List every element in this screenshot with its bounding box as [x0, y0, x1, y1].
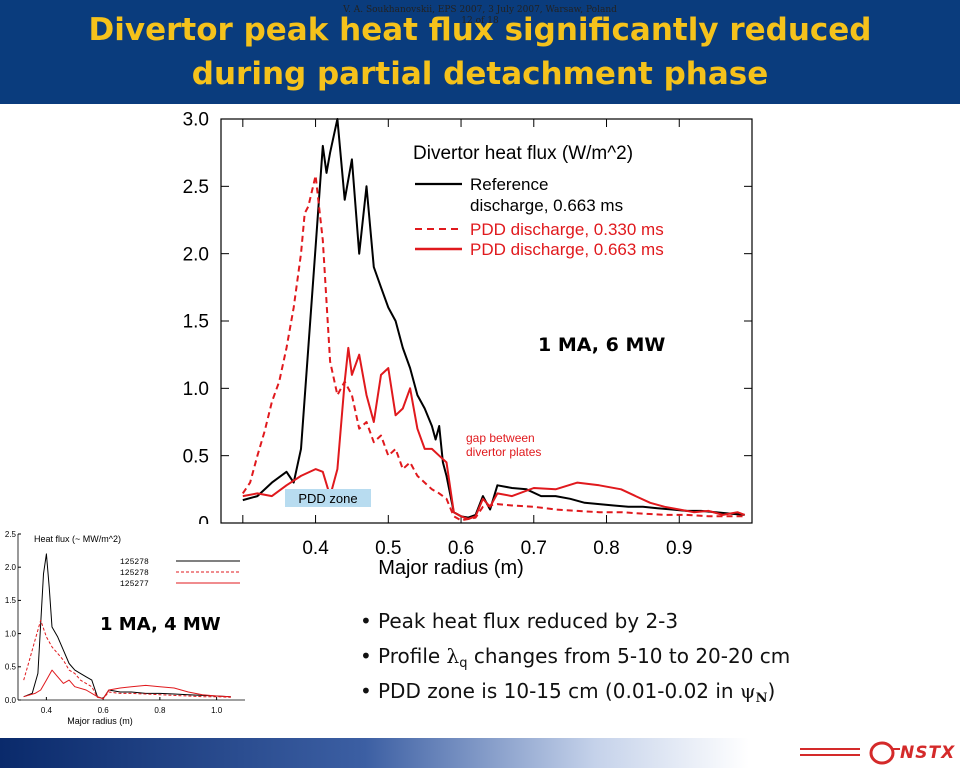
slide-title: Divertor peak heat flux significantly re… — [0, 8, 960, 96]
x-tick-label: 0.9 — [666, 538, 692, 559]
y-tick-label: 1.0 — [183, 379, 209, 400]
pdd-zone-box — [285, 489, 371, 507]
bullet-item: • PDD zone is 10-15 cm (0.01-0.02 in ψN) — [360, 679, 776, 706]
inset-condition-label: 1 MA, 4 MW — [100, 614, 221, 635]
logo-torus-icon — [869, 741, 895, 765]
x-tick-label: 0.4 — [302, 538, 329, 559]
chart-title: Divertor heat flux (W/m^2) — [413, 143, 633, 164]
condition-label: 1 MA, 6 MW — [538, 334, 665, 356]
x-tick-label: 1.0 — [211, 706, 223, 715]
bullet-text-pre: Profile — [378, 644, 447, 668]
legend-label-pdd-0663: PDD discharge, 0.663 ms — [470, 240, 664, 259]
inset-legend-entry: 125277 — [120, 580, 149, 589]
inset-chart-title: Heat flux (~ MW/m^2) — [34, 534, 121, 544]
lambda-subscript: q — [459, 656, 468, 671]
y-tick-label: 1.5 — [183, 312, 209, 333]
y-tick-label: 0.5 — [5, 663, 17, 672]
title-bar — [0, 0, 960, 104]
series-line-1 — [242, 118, 745, 519]
y-tick-label: 1.0 — [5, 629, 17, 638]
bullet-text-pre: PDD zone is 10-15 cm (0.01-0.02 in — [378, 679, 740, 703]
psi-symbol: ψ — [739, 679, 756, 703]
inset-panel — [0, 524, 258, 734]
inset-series-group — [23, 553, 231, 700]
bullet-text: Peak heat flux reduced by 2-3 — [378, 609, 679, 633]
bullet-text-post: ) — [767, 679, 776, 703]
y-tick-label: 2.0 — [5, 563, 17, 572]
inset-x-axis-ticks: 0.4 0.6 0.8 1.0 — [41, 697, 223, 715]
inset-legend-entry: 125278 — [120, 558, 149, 567]
x-tick-label: 0.4 — [41, 706, 53, 715]
nstx-logo — [800, 741, 900, 765]
footer-citation: V. A. Soukhanovskii, EPS 2007, 3 July 20… — [343, 5, 617, 15]
gap-annotation-line2: divertor plates — [466, 445, 541, 459]
lambda-symbol: λ — [446, 644, 460, 668]
bullet-item: • Profile λq changes from 5-10 to 20-20 c… — [360, 644, 791, 671]
x-tick-label: 0.6 — [98, 706, 110, 715]
x-tick-label: 0.7 — [521, 538, 547, 559]
bullet-text-post: changes from 5-10 to 20-20 cm — [467, 644, 791, 668]
gap-annotation-line1: gap between — [466, 431, 535, 445]
bullet-item: • Peak heat flux reduced by 2-3 — [360, 609, 679, 633]
slide-title-line1: Divertor peak heat flux significantly re… — [88, 12, 872, 48]
series-group — [241, 118, 746, 522]
y-tick-label: 2.5 — [5, 530, 17, 539]
slide-title-line2: during partial detachment phase — [191, 56, 769, 92]
x-axis-ticks: 0.30.40.50.60.70.80.9 — [230, 119, 692, 559]
y-tick-label: 2.0 — [183, 244, 209, 265]
main-heat-flux-chart: 00.51.01.52.02.53.0 0.30.40.50.60.70.80.… — [183, 110, 753, 579]
legend-label-reference-line2: discharge, 0.663 ms — [470, 196, 623, 215]
series-line-2 — [241, 174, 745, 522]
pdd-zone-label: PDD zone — [298, 491, 357, 506]
footer-page-number: 12 of 18 — [461, 16, 499, 26]
inset-heat-flux-chart: 0.0 0.5 1.0 1.5 2.0 2.5 0.4 0.6 0.8 1.0 Major ra… — [0, 524, 258, 734]
series-line-1 — [23, 553, 231, 700]
inset-x-axis-label: Major radius (m) — [67, 716, 133, 726]
inset-y-axis-ticks: 0.0 0.5 1.0 1.5 2.0 2.5 — [5, 530, 21, 705]
legend-label-reference-line1: Reference — [470, 175, 548, 194]
y-tick-label: 1.5 — [5, 596, 17, 605]
logo-text: NSTX — [900, 743, 956, 763]
legend-label-pdd-0330: PDD discharge, 0.330 ms — [470, 220, 664, 239]
inset-legend: 125278 125278 125277 — [120, 558, 240, 589]
y-tick-label: 0.5 — [183, 446, 209, 467]
psi-subscript: N — [755, 691, 768, 706]
x-tick-label: 0.8 — [154, 706, 166, 715]
x-tick-label: 0.8 — [593, 538, 619, 559]
footer-bar — [0, 738, 960, 768]
series-line-3 — [23, 669, 231, 700]
series-line-2 — [23, 619, 231, 700]
y-tick-label: 2.5 — [183, 177, 209, 198]
bullet-list: • Peak heat flux reduced by 2-3 • Profile … — [360, 604, 950, 709]
x-tick-label: 0.5 — [375, 538, 401, 559]
y-axis-ticks: 00.51.01.52.02.53.0 — [183, 110, 752, 535]
y-tick-label: 3.0 — [183, 110, 209, 131]
y-tick-label: 0.0 — [5, 696, 17, 705]
x-axis-label: Major radius (m) — [378, 557, 524, 579]
inset-legend-entry: 125278 — [120, 569, 149, 578]
x-tick-label: 0.6 — [448, 538, 474, 559]
series-line-3 — [242, 346, 746, 520]
